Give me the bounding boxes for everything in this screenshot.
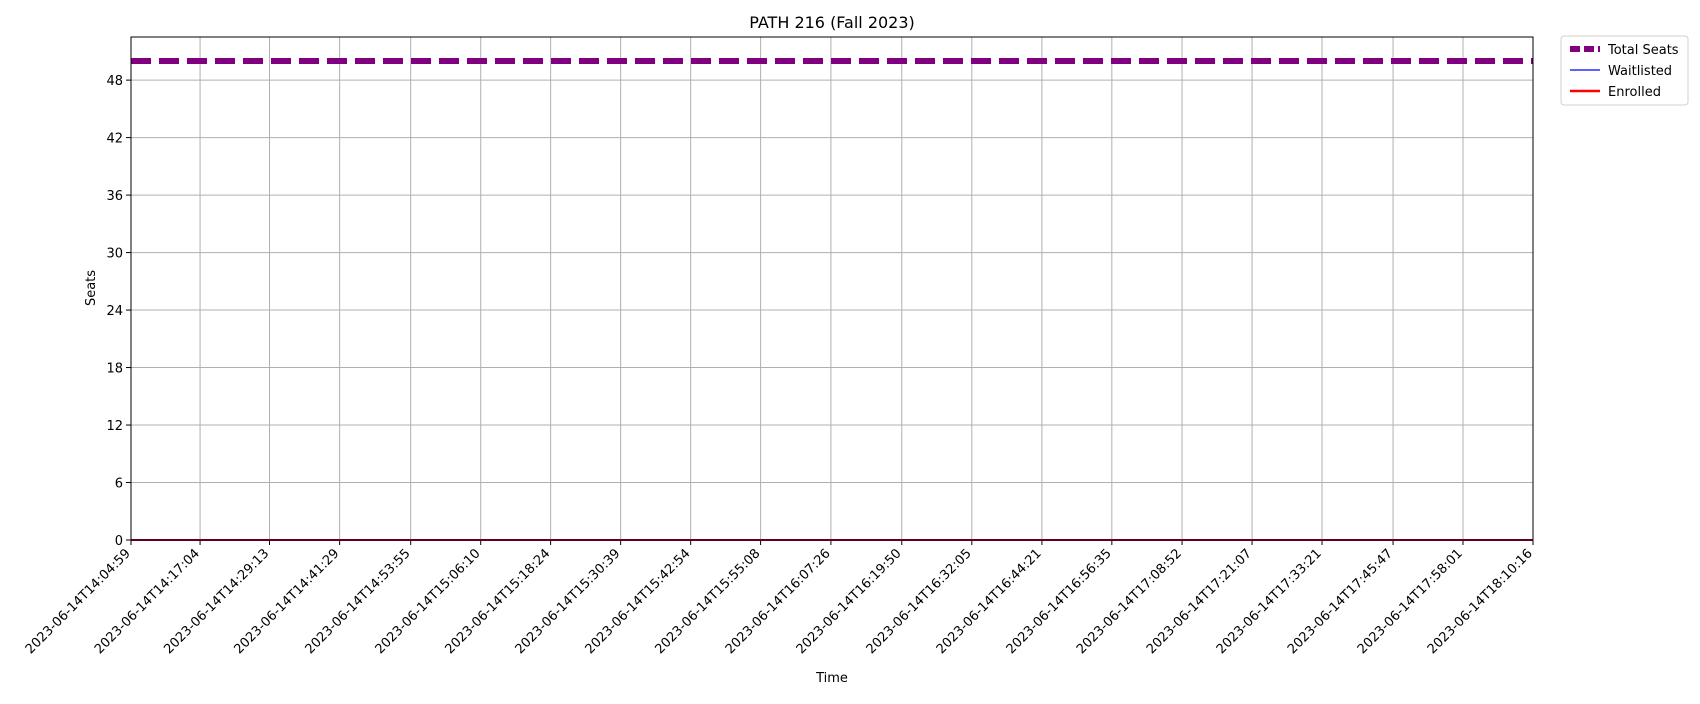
legend-label: Enrolled xyxy=(1608,85,1661,100)
y-tick-label: 42 xyxy=(106,132,123,147)
y-tick-label: 24 xyxy=(106,304,123,319)
chart-title: PATH 216 (Fall 2023) xyxy=(749,13,915,32)
legend-box xyxy=(1560,35,1689,106)
x-axis: 2023-06-14T14:04:592023-06-14T14:17:0420… xyxy=(23,540,1536,657)
legend-label: Waitlisted xyxy=(1608,64,1672,79)
y-tick-label: 18 xyxy=(106,362,123,377)
legend: Total Seats Waitlisted Enrolled xyxy=(1560,35,1689,106)
y-tick-label: 0 xyxy=(115,534,123,549)
y-axis-label: Seats xyxy=(84,270,99,306)
y-tick-label: 48 xyxy=(106,74,123,89)
legend-label: Total Seats xyxy=(1607,43,1679,58)
series-lines xyxy=(131,57,1533,541)
y-axis: 0 6 12 18 24 30 36 42 48 xyxy=(106,74,131,549)
x-axis-label: Time xyxy=(815,671,848,686)
y-tick-label: 12 xyxy=(106,419,123,434)
plot-frame xyxy=(130,36,1534,541)
grid-lines xyxy=(130,37,1534,541)
y-tick-label: 6 xyxy=(115,477,123,492)
y-tick-label: 30 xyxy=(106,247,123,262)
y-tick-label: 36 xyxy=(106,189,123,204)
